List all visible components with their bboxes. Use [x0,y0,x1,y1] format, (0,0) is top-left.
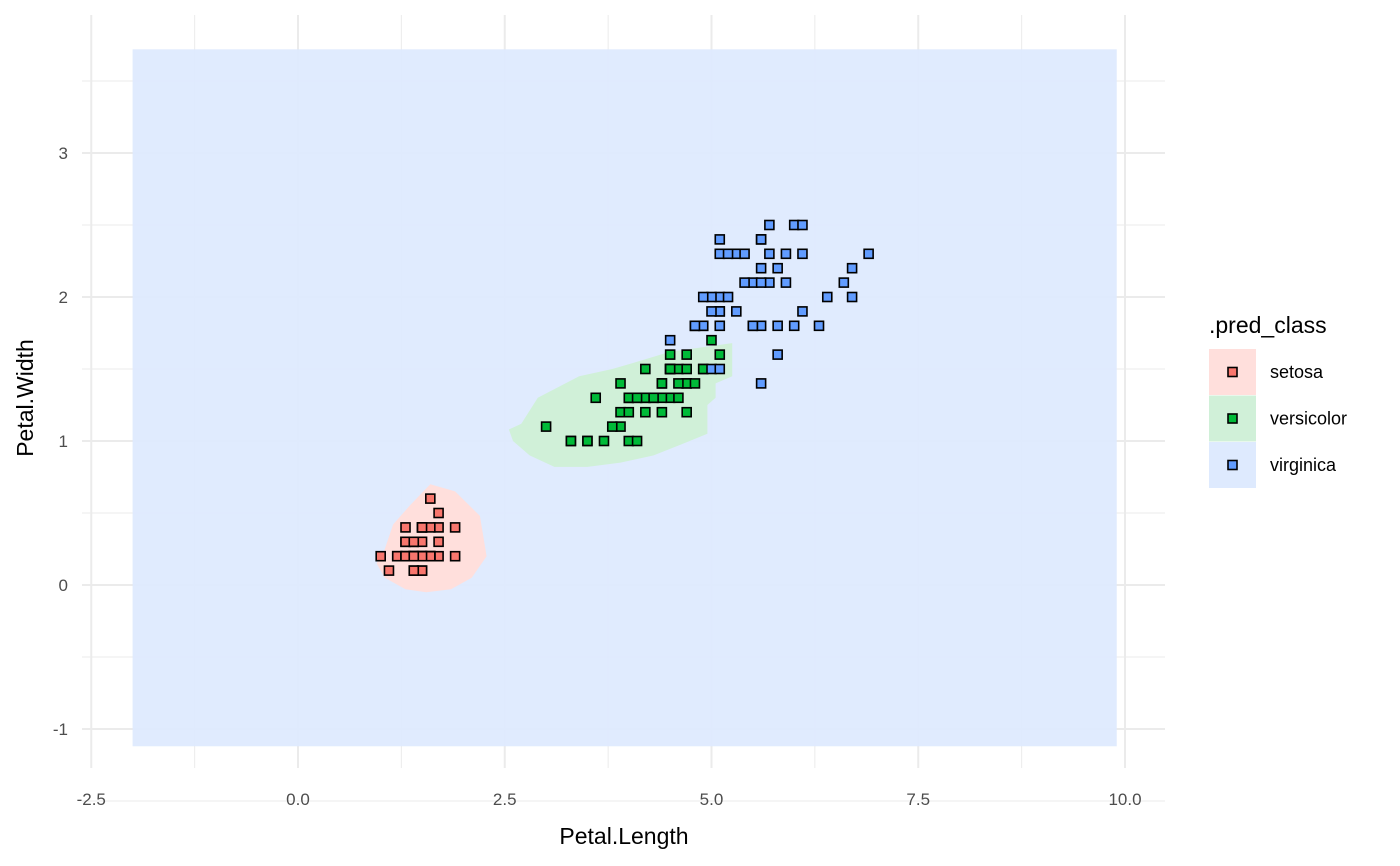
point-versicolor [640,363,651,375]
point-virginica [731,306,742,317]
point-virginica [664,334,676,346]
point-versicolor [606,421,618,432]
y-axis-ticks: -1 0 1 2 3 [53,144,68,739]
point-virginica [714,363,726,375]
x-tick-label: 7.5 [906,790,930,809]
point-virginica [722,291,734,303]
point-versicolor [540,421,552,432]
point-virginica [780,248,792,260]
x-tick-label: 2.5 [493,790,517,809]
point-versicolor [706,334,717,346]
legend-label-versicolor: versicolor [1270,409,1347,429]
legend-marker-setosa [1227,366,1238,378]
point-virginica [797,248,808,260]
point-virginica [813,320,825,332]
point-virginica [755,277,767,288]
x-tick-label: 5.0 [700,790,724,809]
point-versicolor [681,406,692,418]
point-versicolor [623,406,635,418]
x-tick-label: -2.5 [77,790,106,809]
x-axis-title: Petal.Length [559,823,688,849]
point-virginica [747,320,759,332]
point-versicolor [590,392,602,404]
point-versicolor [673,392,684,404]
point-virginica [697,291,709,303]
point-versicolor [664,349,676,360]
point-versicolor [640,406,651,418]
point-versicolor [565,435,577,447]
point-virginica [714,234,726,245]
point-versicolor [582,435,593,447]
point-versicolor [648,392,659,404]
point-virginica [797,306,808,317]
region-setosa [376,484,487,593]
point-virginica [772,349,783,360]
y-tick-label: 0 [59,576,68,595]
point-setosa [408,565,420,576]
point-virginica [772,262,783,274]
point-setosa [416,522,428,533]
point-versicolor [631,392,643,404]
point-virginica [714,320,726,332]
point-versicolor [714,349,726,360]
point-virginica [863,248,874,260]
point-virginica [739,277,750,288]
legend-marker-virginica [1227,459,1238,471]
point-setosa [449,550,461,562]
point-versicolor [631,435,643,447]
y-tick-label: 2 [59,288,68,307]
point-versicolor [656,406,668,418]
point-virginica [846,291,858,303]
x-tick-label: 10.0 [1108,790,1141,809]
point-virginica [838,277,850,288]
x-tick-label: 0.0 [286,790,310,809]
legend-title: .pred_class [1209,312,1327,338]
legend: .pred_class setosa versicolor virginica [1209,312,1347,488]
point-versicolor [673,378,684,389]
point-setosa [408,536,420,548]
legend-label-setosa: setosa [1270,362,1324,382]
point-setosa [383,565,395,576]
point-setosa [425,493,436,504]
point-versicolor [689,378,701,389]
point-virginica [739,248,750,260]
point-virginica [755,234,767,245]
y-tick-label: -1 [53,720,68,739]
point-virginica [764,219,775,231]
point-virginica [689,320,701,332]
point-virginica [821,291,833,303]
data-points [375,219,874,576]
point-versicolor [681,349,692,360]
point-versicolor [598,435,610,447]
point-virginica [755,262,767,274]
y-axis-title: Petal.Width [12,339,38,457]
point-virginica [706,306,717,317]
point-setosa [400,522,411,533]
point-versicolor [664,363,676,375]
legend-marker-versicolor [1227,413,1238,424]
legend-label-virginica: virginica [1270,455,1337,475]
point-virginica [846,262,858,274]
y-tick-label: 3 [59,144,68,163]
point-setosa [408,550,420,562]
y-tick-label: 1 [59,432,68,451]
point-virginica [755,378,767,389]
point-setosa [433,536,444,548]
point-virginica [780,277,792,288]
point-virginica [722,248,734,260]
x-axis-ticks: -2.5 0.0 2.5 5.0 7.5 10.0 [77,790,1142,809]
point-virginica [764,248,775,260]
point-virginica [788,320,800,332]
point-virginica [797,219,808,231]
point-setosa [449,522,461,533]
point-setosa [433,507,444,519]
point-versicolor [615,378,626,389]
point-versicolor [681,363,692,375]
point-setosa [375,550,387,562]
point-virginica [772,320,783,332]
point-versicolor [656,378,668,389]
